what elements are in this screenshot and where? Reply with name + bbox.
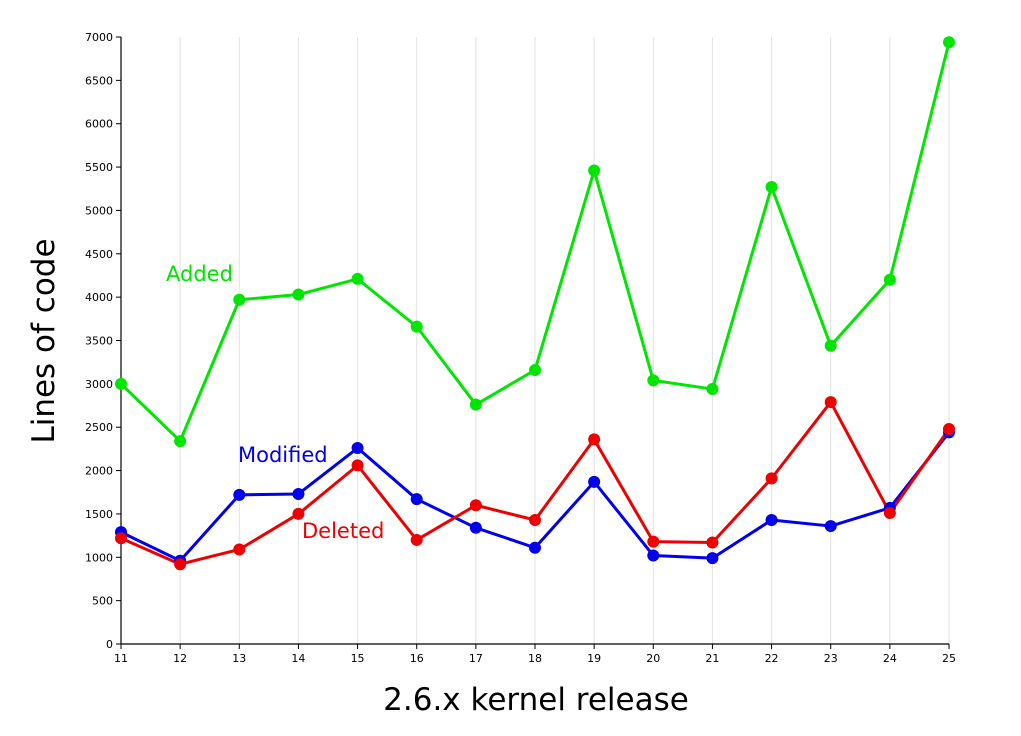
data-point-modified [824,520,837,533]
y-tick-label: 1000 [85,551,113,564]
data-point-deleted [115,532,127,545]
data-point-deleted [765,472,778,485]
x-tick-label: 23 [824,652,838,665]
y-tick-label: 4500 [85,248,113,261]
x-tick-label: 24 [883,652,897,665]
data-point-deleted [647,535,660,548]
data-point-modified [292,487,305,500]
data-point-added [174,435,187,448]
data-point-deleted [351,459,364,472]
x-tick-label: 12 [173,652,187,665]
x-tick-label: 11 [114,652,128,665]
x-tick-label: 14 [291,652,305,665]
data-point-modified [647,549,660,562]
data-point-modified [765,513,778,526]
y-tick-label: 6000 [85,118,113,131]
x-tick-label: 21 [705,652,719,665]
data-point-added [469,398,482,411]
series-label-modified: Modified [238,443,328,467]
x-tick-label: 15 [351,652,365,665]
series-label-deleted: Deleted [302,519,384,543]
y-tick-label: 0 [106,638,113,651]
data-point-modified [410,493,423,506]
data-point-deleted [529,513,541,526]
x-tick-label: 13 [232,652,246,665]
data-point-deleted [883,507,896,520]
y-tick-label: 2000 [85,465,113,478]
data-point-modified [351,442,364,455]
data-point-added [943,36,955,49]
x-tick-label: 20 [646,652,660,665]
data-point-added [706,383,719,396]
data-point-deleted [469,499,482,512]
data-point-deleted [943,422,955,435]
y-tick-label: 5500 [85,161,113,174]
data-point-added [351,272,364,285]
data-point-added [824,339,837,352]
data-point-added [765,181,778,194]
y-tick-label: 5000 [85,204,113,217]
data-point-added [647,374,660,387]
ticks: 0 500 1000 1500 2000 2500 3000 3500 4000 4500 5000… [85,31,956,665]
x-tick-label: 17 [469,652,483,665]
x-tick-label: 22 [765,652,779,665]
data-point-added [292,288,305,301]
y-tick-label: 500 [92,595,113,608]
data-point-added [233,293,246,306]
y-tick-label: 3500 [85,335,113,348]
data-point-added [115,377,127,390]
data-point-modified [233,488,246,501]
gridlines [179,37,950,644]
x-axis-title: 2.6.x kernel release [383,682,689,718]
x-tick-label: 19 [587,652,601,665]
x-tick-label: 18 [528,652,542,665]
series-label-added: Added [166,262,233,286]
series-points [115,36,955,571]
x-tick-label: 25 [942,652,956,665]
y-tick-label: 2500 [85,421,113,434]
data-point-added [410,320,423,333]
data-point-added [588,164,601,177]
data-point-modified [529,541,541,554]
data-point-deleted [174,558,187,571]
y-tick-label: 6500 [85,74,113,87]
y-tick-label: 4000 [85,291,113,304]
data-point-deleted [706,536,719,549]
y-axis-title: Lines of code [26,238,62,443]
data-point-deleted [292,507,305,520]
data-point-deleted [410,533,423,546]
data-point-modified [706,552,719,565]
data-point-modified [469,521,482,534]
data-point-added [883,273,896,286]
data-point-deleted [588,433,601,446]
data-point-modified [588,475,601,488]
x-tick-label: 16 [410,652,424,665]
y-tick-label: 7000 [85,31,113,44]
y-tick-label: 1500 [85,508,113,521]
y-tick-label: 3000 [85,378,113,391]
data-point-deleted [824,396,837,409]
data-point-deleted [233,543,246,556]
data-point-added [529,363,541,376]
